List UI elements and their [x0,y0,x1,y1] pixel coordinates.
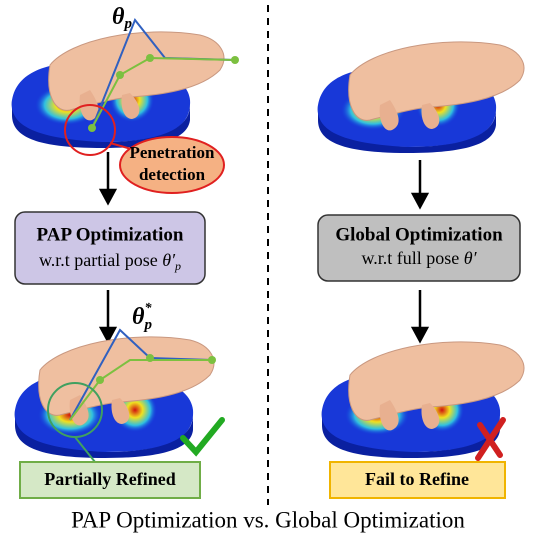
callout [119,136,225,194]
callout-text: Penetration [130,143,216,162]
callout-text: detection [139,165,206,184]
theta-star-label: θ* p [132,301,152,333]
box-title: PAP Optimization [37,224,184,245]
result-text: Partially Refined [44,469,175,489]
caption: PAP Optimization vs. Global Optimization [71,507,465,532]
kinematic-chain [88,18,239,132]
cross-mark [475,417,506,461]
result-box [19,461,201,499]
box-subtitle: w.r.t partial pose θ′p [39,250,181,273]
hand [48,31,225,121]
result-text: Fail to Refine [365,469,469,489]
global-box [317,214,521,282]
kinematic-chain [69,328,216,421]
arrow [98,152,430,344]
hand [348,41,525,131]
theta-label: θp [112,4,132,33]
penetration-ring [64,104,116,156]
check-mark [180,417,225,457]
ring-leader [74,436,96,463]
box-subtitle: w.r.t full pose θ′ [361,248,477,268]
result-box [329,461,506,499]
box-title: Global Optimization [335,224,503,245]
pap-box [14,211,206,285]
